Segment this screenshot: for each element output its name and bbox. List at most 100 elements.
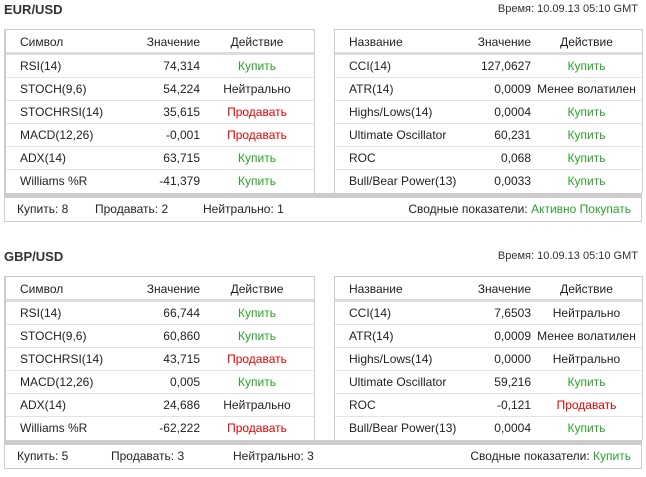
indicator-name: STOCHRSI(14)	[20, 105, 104, 119]
table-row: Highs/Lows(14) 0,0004 Купить	[335, 101, 642, 124]
table-row: CCI(14) 7,6503 Нейтрально	[335, 302, 642, 325]
indicator-name: Ultimate Oscillator	[349, 375, 447, 389]
indicator-action: Купить	[238, 375, 276, 389]
indicator-name: Bull/Bear Power(13)	[349, 174, 457, 188]
table-row: MACD(12,26) 0,005 Купить	[6, 371, 314, 394]
table-row: Ultimate Oscillator 60,231 Купить	[335, 124, 642, 147]
indicator-value: 43,715	[163, 352, 200, 366]
indicator-name: Highs/Lows(14)	[349, 352, 433, 366]
column-header: Символ	[20, 35, 64, 49]
buy-count: Купить: 5	[17, 449, 69, 463]
indicator-name: RSI(14)	[20, 306, 62, 320]
indicator-value: -41,379	[159, 174, 200, 188]
table-row: Bull/Bear Power(13) 0,0004 Купить	[335, 417, 642, 440]
summary-bar: Купить: 8 Продавать: 2 Нейтрально: 1 Сво…	[5, 198, 641, 221]
indicator-action: Продавать	[227, 128, 287, 142]
indicator-name: Highs/Lows(14)	[349, 105, 433, 119]
indicator-name: RSI(14)	[20, 59, 62, 73]
summary-result: Сводные показатели: Купить	[470, 445, 631, 468]
table-row: CCI(14) 127,0627 Купить	[335, 55, 642, 78]
table-row: Bull/Bear Power(13) 0,0033 Купить	[335, 170, 642, 193]
indicator-value: 60,231	[494, 128, 531, 142]
indicator-name: Williams %R	[20, 174, 88, 188]
indicator-value: -0,001	[165, 128, 200, 142]
indicator-action: Купить	[567, 151, 606, 165]
indicator-value: 0,0033	[494, 174, 531, 188]
table-header: Название Значение Действие	[335, 277, 642, 302]
summary-value: Купить	[593, 449, 631, 463]
table-row: Ultimate Oscillator 59,216 Купить	[335, 371, 642, 394]
column-header: Действие	[230, 35, 284, 49]
table-row: ATR(14) 0,0009 Менее волатилен	[335, 325, 642, 348]
indicator-name: CCI(14)	[349, 306, 392, 320]
indicator-action: Купить	[567, 59, 606, 73]
indicator-value: 0,0000	[494, 352, 531, 366]
summary-result: Сводные показатели: Активно Покупать	[408, 198, 631, 221]
indicator-value: 0,068	[500, 151, 531, 165]
indicator-value: 127,0627	[480, 59, 531, 73]
indicator-action: Нейтрально	[552, 306, 621, 320]
pair-title: EUR/USD	[4, 2, 63, 17]
table-row: Williams %R -62,222 Продавать	[6, 417, 314, 440]
right-indicator-table: Название Значение Действие CCI(14) 7,6503 …	[334, 276, 643, 440]
indicator-action: Нейтрально	[223, 82, 291, 96]
indicator-action: Продавать	[227, 105, 287, 119]
neutral-count: Нейтрально: 1	[203, 202, 284, 216]
summary-bar: Купить: 5 Продавать: 3 Нейтрально: 3 Сво…	[5, 445, 641, 468]
sell-count: Продавать: 2	[95, 202, 169, 216]
indicator-value: 63,715	[163, 151, 200, 165]
table-row: Highs/Lows(14) 0,0000 Нейтрально	[335, 348, 642, 371]
indicator-value: 0,0004	[494, 421, 531, 435]
indicator-action: Купить	[238, 329, 276, 343]
indicator-value: 66,744	[163, 306, 200, 320]
table-row: ROC 0,068 Купить	[335, 147, 642, 170]
table-row: STOCHRSI(14) 35,615 Продавать	[6, 101, 314, 124]
indicator-action: Нейтрально	[223, 398, 291, 412]
indicator-action: Продавать	[227, 352, 287, 366]
indicator-name: STOCH(9,6)	[20, 329, 87, 343]
indicator-value: 60,860	[163, 329, 200, 343]
indicator-action: Менее волатилен	[537, 329, 636, 343]
divider	[5, 193, 641, 198]
table-row: STOCHRSI(14) 43,715 Продавать	[6, 348, 314, 371]
table-header: Символ Значение Действие	[6, 30, 314, 55]
table-header: Символ Значение Действие	[6, 277, 314, 302]
indicator-name: ATR(14)	[349, 82, 394, 96]
table-row: STOCH(9,6) 60,860 Купить	[6, 325, 314, 348]
indicator-value: 74,314	[163, 59, 200, 73]
indicator-name: ADX(14)	[20, 398, 67, 412]
table-row: ATR(14) 0,0009 Менее волатилен	[335, 78, 642, 101]
indicators-box: Символ Значение Действие RSI(14) 66,744 Ку…	[4, 276, 643, 469]
indicator-action: Купить	[238, 306, 276, 320]
pair-title: GBP/USD	[4, 249, 64, 264]
table-row: MACD(12,26) -0,001 Продавать	[6, 124, 314, 147]
indicator-value: 0,0004	[494, 105, 531, 119]
indicator-name: ADX(14)	[20, 151, 67, 165]
indicator-action: Купить	[238, 59, 276, 73]
summary-label: Сводные показатели:	[408, 202, 528, 216]
indicator-action: Купить	[567, 105, 606, 119]
indicator-value: 54,224	[163, 82, 200, 96]
indicator-name: STOCHRSI(14)	[20, 352, 104, 366]
summary-label: Сводные показатели:	[470, 449, 590, 463]
indicator-name: Williams %R	[20, 421, 88, 435]
indicator-action: Продавать	[227, 421, 287, 435]
column-header: Действие	[230, 282, 284, 296]
indicator-action: Купить	[567, 375, 606, 389]
left-indicator-table: Символ Значение Действие RSI(14) 74,314 Ку…	[5, 29, 315, 193]
column-header: Значение	[477, 282, 531, 296]
indicator-action: Купить	[567, 421, 606, 435]
column-header: Действие	[560, 35, 613, 49]
indicator-action: Купить	[238, 151, 276, 165]
update-time: Время: 10.09.13 05:10 GMT	[497, 3, 638, 15]
sell-count: Продавать: 3	[111, 449, 185, 463]
table-row: RSI(14) 66,744 Купить	[6, 302, 314, 325]
indicator-action: Купить	[238, 174, 276, 188]
table-header: Название Значение Действие	[335, 30, 642, 55]
indicator-name: MACD(12,26)	[20, 128, 94, 142]
indicator-action: Купить	[567, 128, 606, 142]
indicator-name: ATR(14)	[349, 329, 394, 343]
indicator-action: Продавать	[556, 398, 617, 412]
indicator-name: STOCH(9,6)	[20, 82, 87, 96]
indicator-value: -0,121	[496, 398, 531, 412]
